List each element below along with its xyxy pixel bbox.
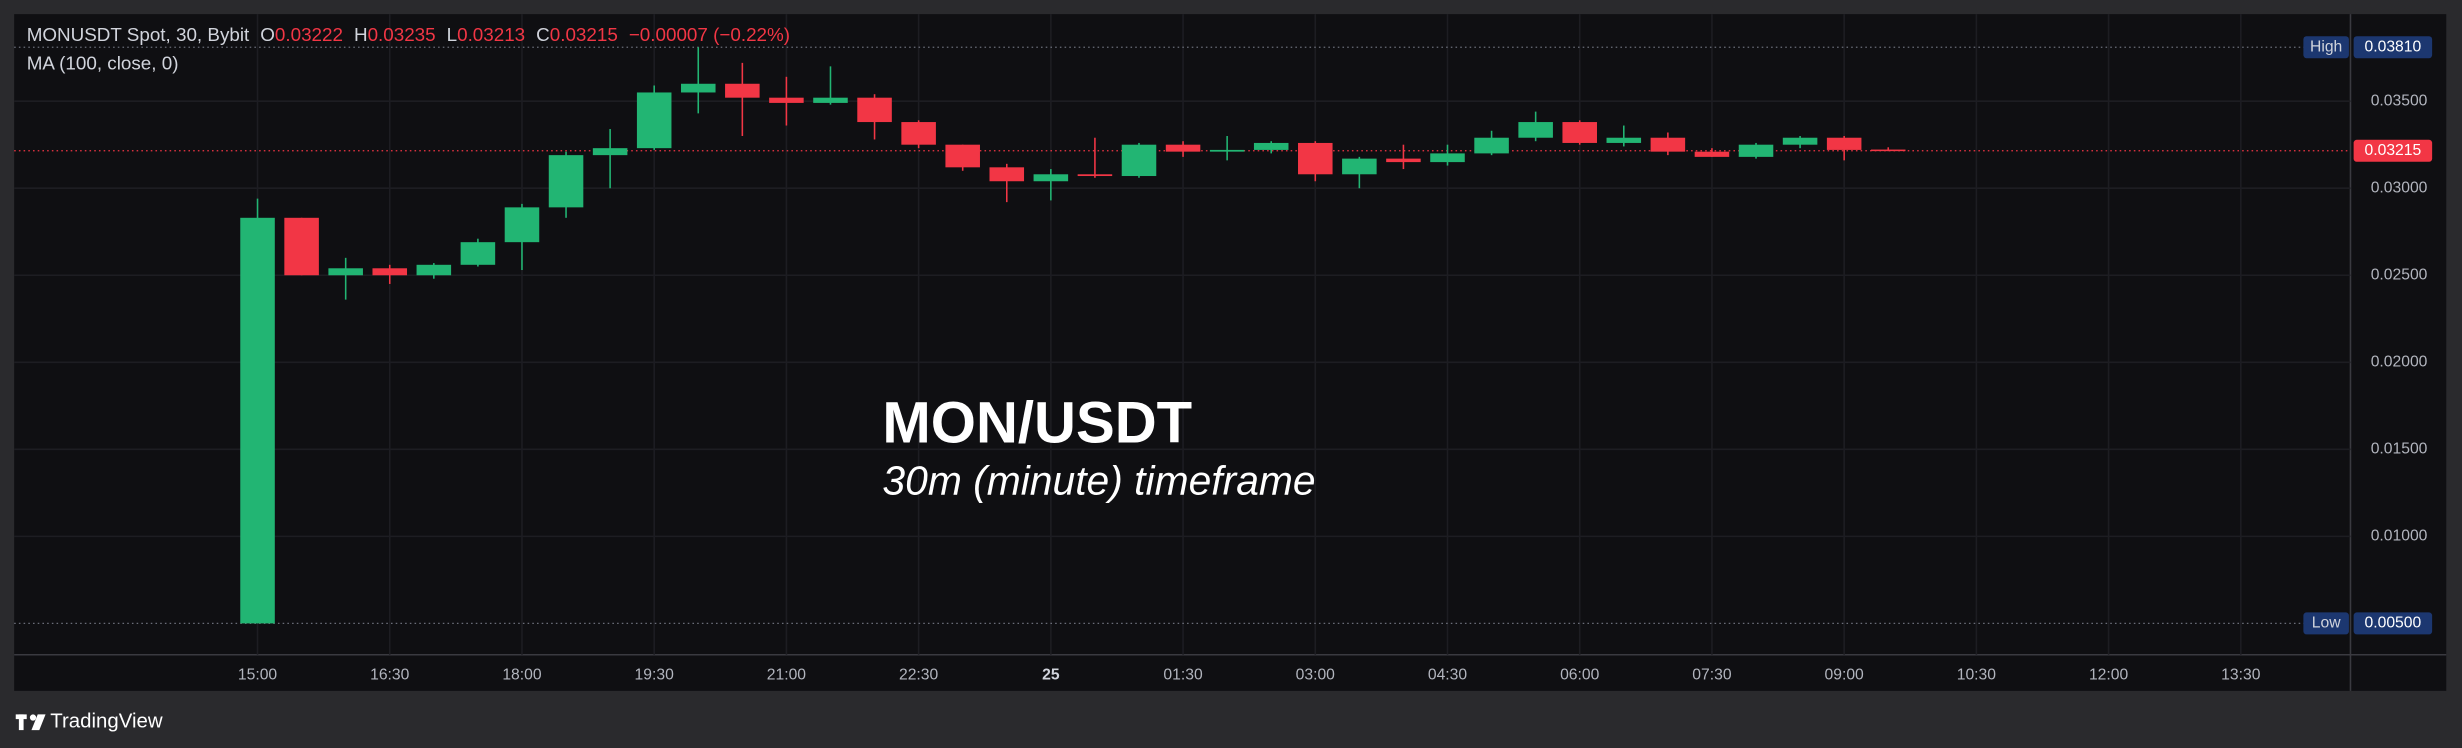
y-tick-label: 0.01500 — [2371, 440, 2428, 457]
indicator: MA (100, close, 0) — [27, 52, 179, 73]
ohlc-value: 0.03222 — [275, 24, 343, 45]
candle-body — [1121, 144, 1157, 177]
candle-body — [1826, 137, 1862, 150]
candle-body — [989, 167, 1025, 182]
x-tick-label: 04:30 — [1428, 666, 1468, 683]
candle-body — [284, 217, 319, 276]
y-tick-label: 0.03000 — [2371, 179, 2428, 196]
x-tick-label: 15:00 — [238, 666, 278, 683]
ohlc-label: O — [260, 24, 275, 45]
candle-body — [1430, 153, 1465, 163]
candles — [240, 47, 1906, 624]
x-tick-label: 16:30 — [370, 666, 410, 683]
candle-body — [813, 97, 848, 103]
candle-body — [240, 217, 275, 624]
change: −0.00007 (−0.22%) — [629, 24, 790, 45]
candle-body — [901, 122, 936, 145]
candle-body — [1738, 144, 1774, 157]
ohlc-value: 0.03213 — [457, 24, 525, 45]
x-tick-label: 18:00 — [502, 666, 542, 683]
candle-body — [372, 268, 408, 276]
header: MONUSDT Spot, 30, Bybit O0.03222 H0.03235 L… — [27, 24, 790, 45]
low-label: Low — [2312, 615, 2341, 632]
high-label-box — [2303, 36, 2349, 59]
ohlc-value: 0.03235 — [368, 24, 436, 45]
candle-body — [460, 242, 496, 265]
candle-body — [636, 92, 672, 149]
candle-body — [592, 148, 628, 156]
x-tick-label: 07:30 — [1692, 666, 1732, 683]
candle-body — [416, 264, 452, 276]
candle-body — [1650, 137, 1686, 152]
x-tick-label: 25 — [1042, 666, 1060, 683]
candle-body — [1562, 122, 1597, 143]
candle-body — [1694, 151, 1730, 157]
plot-background — [14, 14, 2447, 691]
last-value: 0.03215 — [2365, 142, 2422, 159]
axes: 0.03500 0.03000 0.02500 0.02000 0.01500 0.010… — [238, 36, 2433, 683]
candle-body — [857, 97, 892, 123]
ohlc-label: H — [354, 24, 368, 45]
candle-body — [1386, 158, 1421, 163]
x-tick-label: 19:30 — [635, 666, 675, 683]
ohlc-label: L — [447, 24, 457, 45]
y-tick-label: 0.01000 — [2371, 528, 2428, 545]
candle-body — [1253, 142, 1289, 150]
candle-body — [1077, 174, 1113, 177]
brand-logo — [15, 714, 46, 731]
candle-body — [1782, 137, 1818, 145]
candle-body — [680, 83, 716, 93]
candle-body — [548, 155, 584, 208]
x-tick-label: 01:30 — [1163, 666, 1203, 683]
candle-body — [1165, 144, 1201, 152]
x-tick-label: 09:00 — [1825, 666, 1865, 683]
high-value: 0.03810 — [2365, 38, 2422, 55]
x-tick-label: 22:30 — [899, 666, 939, 683]
high-label: High — [2310, 38, 2342, 55]
candle-body — [945, 144, 980, 168]
grid — [14, 14, 2351, 655]
candle-body — [504, 207, 540, 243]
x-tick-label: 13:30 — [2221, 666, 2261, 683]
y-tick-label: 0.03500 — [2371, 92, 2428, 109]
x-tick-label: 10:30 — [1957, 666, 1997, 683]
low-value: 0.00500 — [2365, 615, 2422, 632]
annotation-title: MON/USDT — [882, 390, 1192, 455]
x-tick-label: 12:00 — [2089, 666, 2129, 683]
candle-body — [1606, 137, 1642, 143]
candle-body — [1342, 158, 1377, 175]
high-value-box — [2353, 36, 2433, 59]
annotation-subtitle: 30m (minute) timeframe — [882, 457, 1315, 503]
candle-body — [1474, 137, 1509, 154]
candle-body — [1518, 122, 1553, 138]
y-tick-label: 0.02500 — [2371, 266, 2428, 283]
x-tick-label: 06:00 — [1560, 666, 1600, 683]
low-value-box — [2353, 612, 2433, 635]
x-tick-label: 03:00 — [1296, 666, 1336, 683]
ohlc-label: C — [536, 24, 550, 45]
x-tick-label: 21:00 — [767, 666, 807, 683]
low-label-box — [2303, 612, 2349, 635]
last-value-box — [2353, 139, 2433, 162]
symbol: MONUSDT Spot, 30, Bybit — [27, 24, 250, 45]
candle-body — [769, 97, 804, 103]
candle-body — [1209, 149, 1245, 152]
candle-body — [1033, 174, 1069, 182]
ohlc-value: 0.03215 — [550, 24, 618, 45]
candle-body — [725, 83, 760, 98]
candle-body — [1870, 149, 1906, 152]
brand: TradingView — [50, 711, 163, 733]
y-tick-label: 0.02000 — [2371, 353, 2428, 370]
candle-body — [328, 268, 363, 276]
candle-body — [1298, 142, 1333, 175]
